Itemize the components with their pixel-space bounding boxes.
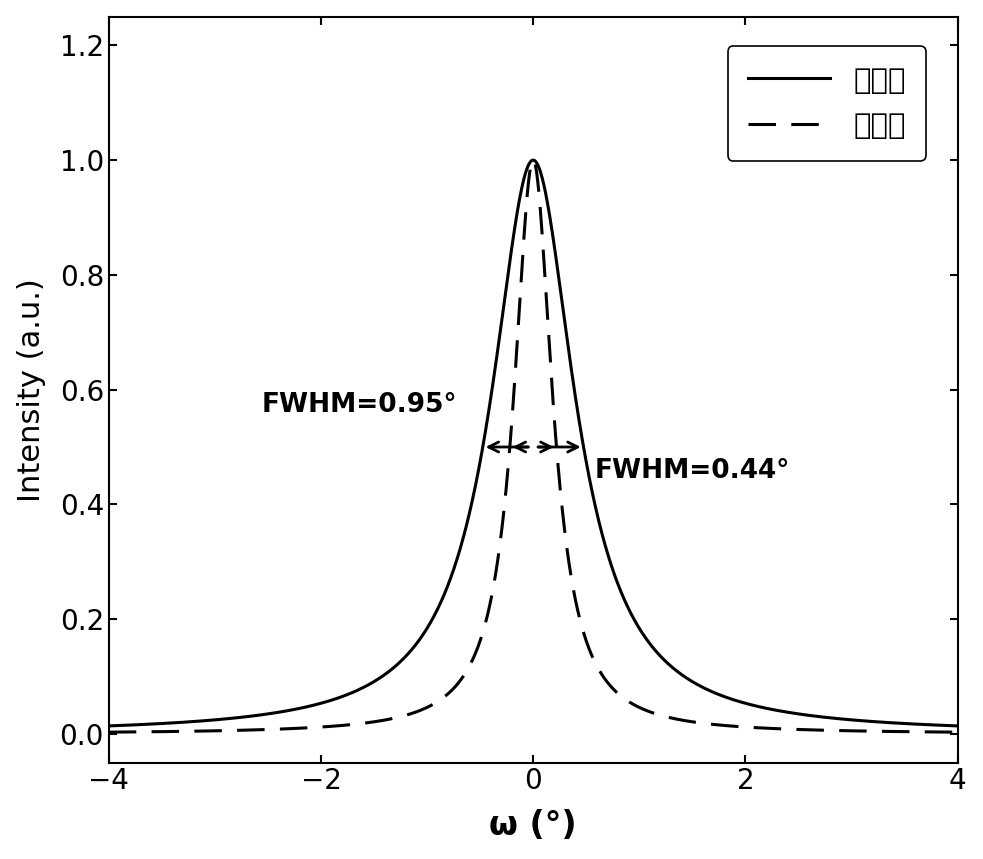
退火后 [952,727,963,737]
退火后 [606,681,617,691]
退后前 [145,719,157,729]
退后前 [778,706,789,716]
Text: FWHM=0.44°: FWHM=0.44° [595,459,790,484]
退后前 [606,559,617,570]
退后前 [410,639,422,649]
Line: 退火后: 退火后 [109,160,957,732]
退火后 [527,155,539,165]
退火后 [642,706,654,716]
退火后 [778,724,789,734]
Text: FWHM=0.95°: FWHM=0.95° [261,393,457,418]
X-axis label: ω (°): ω (°) [490,809,577,843]
退火后 [732,722,744,732]
退后前 [642,637,654,647]
退后前 [952,721,963,731]
Line: 退后前: 退后前 [109,160,957,726]
退后前 [103,721,115,731]
退火后 [145,727,157,737]
Y-axis label: Intensity (a.u.): Intensity (a.u.) [17,277,45,502]
退后前 [527,155,539,165]
退火后 [103,727,115,737]
Legend: 退后前, 退火后: 退后前, 退火后 [727,46,926,161]
退后前 [732,696,744,706]
退火后 [410,707,422,717]
